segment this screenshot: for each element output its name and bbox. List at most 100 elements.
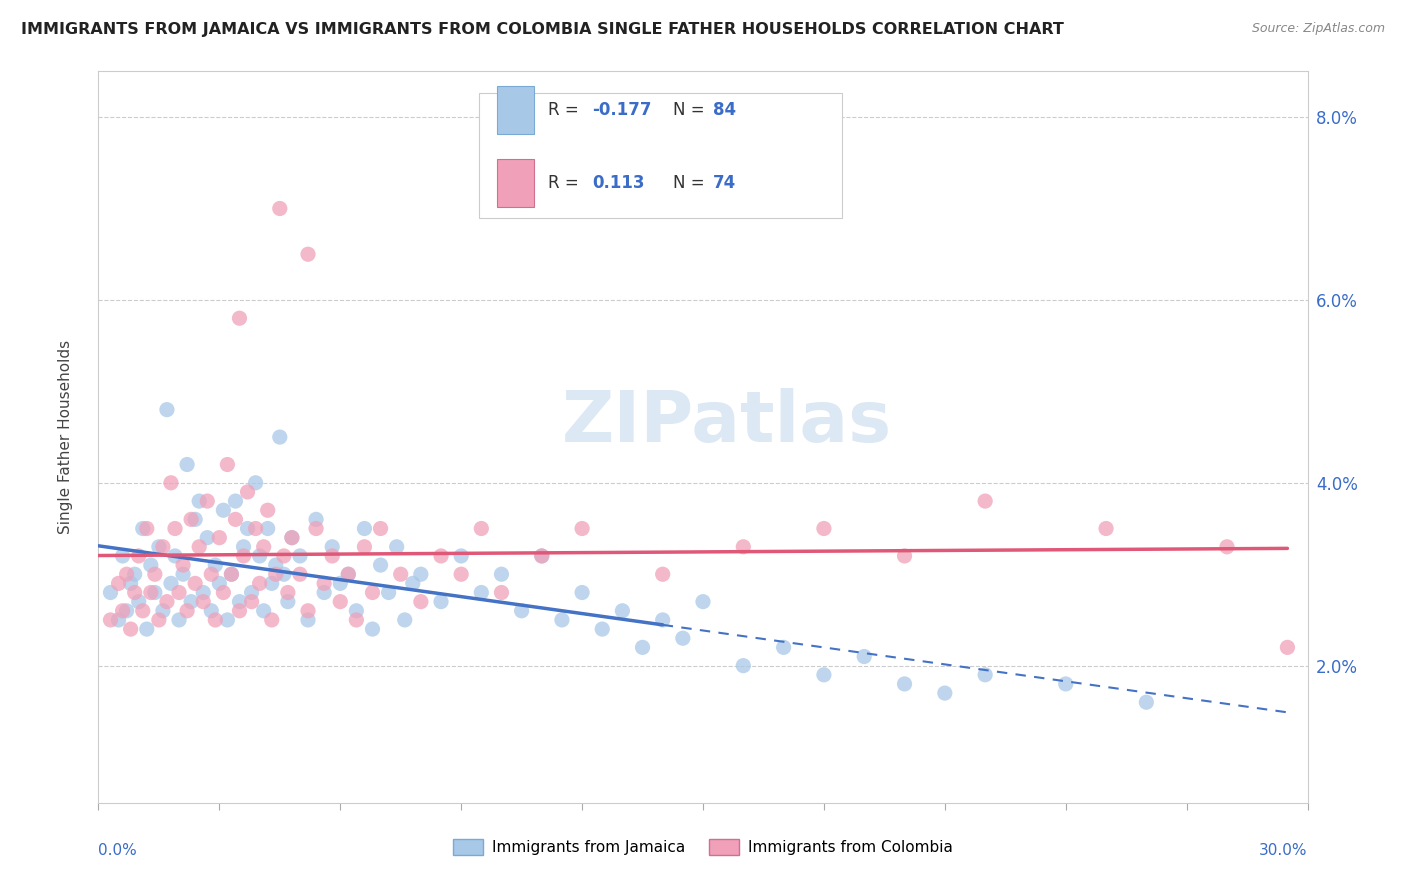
Point bbox=[450, 549, 472, 563]
Point bbox=[1135, 695, 1157, 709]
Point bbox=[409, 567, 432, 582]
Point bbox=[212, 503, 235, 517]
Point bbox=[253, 604, 276, 618]
Point bbox=[281, 531, 304, 545]
Point bbox=[176, 458, 198, 472]
Point bbox=[389, 567, 412, 582]
Point bbox=[249, 576, 271, 591]
Text: R =: R = bbox=[548, 101, 585, 119]
Point bbox=[167, 585, 190, 599]
Point bbox=[733, 658, 755, 673]
Point bbox=[305, 512, 328, 526]
Point bbox=[228, 311, 250, 326]
Point bbox=[193, 585, 215, 599]
Point bbox=[813, 521, 835, 535]
Point bbox=[107, 576, 129, 591]
Point bbox=[385, 540, 408, 554]
Point bbox=[128, 594, 150, 608]
Point bbox=[409, 594, 432, 608]
Point bbox=[281, 531, 304, 545]
Text: 0.113: 0.113 bbox=[592, 174, 644, 192]
Point bbox=[353, 521, 375, 535]
Text: Source: ZipAtlas.com: Source: ZipAtlas.com bbox=[1251, 22, 1385, 36]
Point bbox=[240, 585, 263, 599]
Point bbox=[1216, 540, 1239, 554]
Point bbox=[204, 558, 226, 573]
Point bbox=[631, 640, 654, 655]
Point bbox=[672, 632, 695, 646]
Point bbox=[228, 594, 250, 608]
Text: R =: R = bbox=[548, 174, 585, 192]
Text: IMMIGRANTS FROM JAMAICA VS IMMIGRANTS FROM COLOMBIA SINGLE FATHER HOUSEHOLDS COR: IMMIGRANTS FROM JAMAICA VS IMMIGRANTS FR… bbox=[21, 22, 1064, 37]
Point bbox=[188, 494, 211, 508]
Point bbox=[232, 549, 254, 563]
Point bbox=[107, 613, 129, 627]
Point bbox=[974, 494, 997, 508]
Point bbox=[264, 567, 287, 582]
Point bbox=[195, 531, 218, 545]
Point bbox=[208, 531, 231, 545]
Point bbox=[733, 540, 755, 554]
Point bbox=[305, 521, 328, 535]
Point bbox=[651, 613, 673, 627]
Point bbox=[111, 549, 134, 563]
Point bbox=[221, 567, 243, 582]
Point bbox=[361, 585, 384, 599]
Point bbox=[256, 521, 278, 535]
Point bbox=[430, 594, 453, 608]
Point bbox=[491, 585, 513, 599]
Point bbox=[329, 594, 352, 608]
Text: 74: 74 bbox=[713, 174, 735, 192]
Point bbox=[135, 622, 157, 636]
Point bbox=[297, 247, 319, 261]
Point bbox=[260, 576, 283, 591]
Point bbox=[612, 604, 634, 618]
Point bbox=[208, 576, 231, 591]
Point bbox=[163, 549, 186, 563]
Point bbox=[530, 549, 553, 563]
Point bbox=[934, 686, 956, 700]
Point bbox=[591, 622, 613, 636]
Point bbox=[314, 585, 336, 599]
Point bbox=[236, 485, 259, 500]
Point bbox=[156, 594, 179, 608]
Point bbox=[200, 567, 222, 582]
Point bbox=[491, 567, 513, 582]
Point bbox=[143, 567, 166, 582]
Point bbox=[167, 613, 190, 627]
Point bbox=[314, 576, 336, 591]
Point bbox=[297, 604, 319, 618]
Text: N =: N = bbox=[672, 101, 710, 119]
Point bbox=[273, 567, 295, 582]
Point bbox=[176, 604, 198, 618]
Point bbox=[571, 585, 593, 599]
Point bbox=[193, 594, 215, 608]
Point bbox=[188, 540, 211, 554]
Point bbox=[115, 567, 138, 582]
Point bbox=[249, 549, 271, 563]
Point bbox=[394, 613, 416, 627]
Point bbox=[277, 585, 299, 599]
Point bbox=[132, 604, 155, 618]
Point bbox=[510, 604, 533, 618]
Point bbox=[100, 613, 122, 627]
Text: 84: 84 bbox=[713, 101, 735, 119]
Point bbox=[264, 558, 287, 573]
Text: 30.0%: 30.0% bbox=[1260, 843, 1308, 858]
Point bbox=[115, 604, 138, 618]
FancyBboxPatch shape bbox=[479, 94, 842, 218]
Point bbox=[329, 576, 352, 591]
Point bbox=[232, 540, 254, 554]
Point bbox=[370, 521, 392, 535]
Point bbox=[269, 202, 291, 216]
Point bbox=[111, 604, 134, 618]
Point bbox=[853, 649, 876, 664]
Point bbox=[1095, 521, 1118, 535]
Point bbox=[217, 613, 239, 627]
Point bbox=[337, 567, 360, 582]
Point bbox=[344, 604, 367, 618]
Point bbox=[120, 576, 142, 591]
Point bbox=[180, 512, 202, 526]
Point bbox=[204, 613, 226, 627]
Point bbox=[143, 585, 166, 599]
